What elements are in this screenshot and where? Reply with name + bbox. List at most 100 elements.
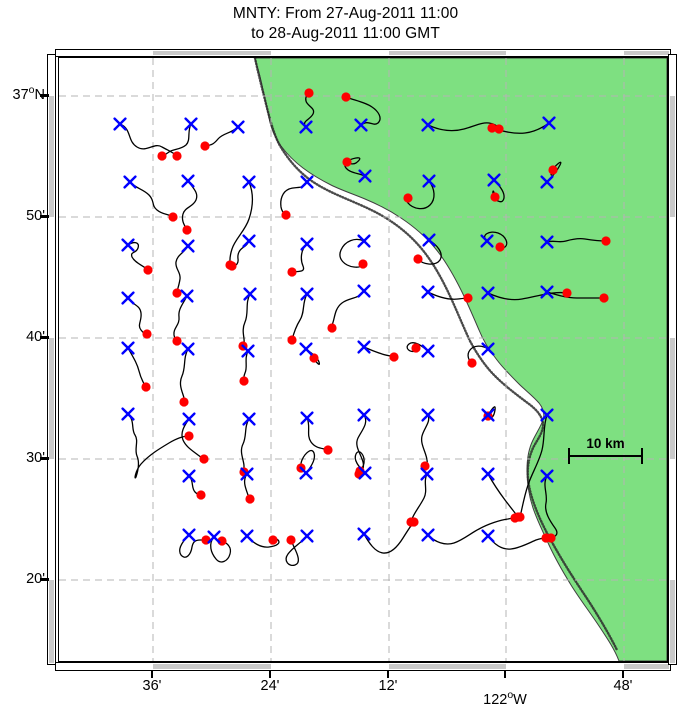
scale-bar-cap-left [568, 448, 570, 464]
trajectory-track [240, 418, 250, 473]
trajectory-end-marker [239, 376, 249, 386]
trajectory-start-marker [422, 174, 436, 188]
title-line-1: MNTY: From 27-Aug-2011 11:00 [232, 5, 459, 22]
trajectory-end-marker [196, 490, 206, 500]
x-axis-tick [621, 671, 625, 678]
trajectory-start-marker [480, 234, 494, 248]
trajectory-track [544, 475, 558, 539]
trajectory-start-marker [181, 239, 195, 253]
trajectory-track [242, 293, 251, 347]
trajectory-end-marker [409, 517, 419, 527]
trajectory-end-marker [281, 210, 291, 220]
trajectory-end-marker [143, 265, 153, 275]
axis-tick-band [153, 50, 271, 55]
trajectory-end-marker [341, 92, 351, 102]
axis-rail-left [47, 54, 56, 665]
trajectory-start-marker [357, 284, 371, 298]
trajectory-start-marker [123, 175, 137, 189]
trajectory-start-marker [182, 528, 196, 542]
trajectory-start-marker [421, 285, 435, 299]
axis-tick-band [624, 50, 669, 55]
trajectory-track [179, 348, 189, 403]
x-axis-tick-label: 24' [260, 678, 280, 694]
trajectory-end-marker [172, 288, 182, 298]
y-axis-labels: 37oN 50' 40' 30' 20' [0, 0, 45, 710]
trajectory-start-marker [182, 469, 196, 483]
y-axis-tick [40, 457, 49, 460]
y-axis-tick [40, 94, 49, 97]
y-axis-tick-label: 37oN [12, 84, 45, 103]
trajectory-start-marker [300, 175, 314, 189]
trajectory-start-marker [357, 408, 371, 422]
trajectory-end-marker [413, 254, 423, 264]
page-title: MNTY: From 27-Aug-2011 11:00 to 28-Aug-2… [0, 4, 691, 44]
trajectory-start-marker [300, 237, 314, 251]
trajectory-end-marker [287, 267, 297, 277]
axis-tick-band [389, 50, 506, 55]
trajectory-start-marker [420, 467, 434, 481]
trajectory-end-marker [268, 535, 278, 545]
trajectory-end-marker [199, 454, 209, 464]
axis-tick-band [49, 580, 54, 663]
scale-bar-cap-right [641, 448, 643, 464]
x-axis-tick-label: 48' [613, 678, 633, 694]
axis-rail-top [55, 48, 671, 57]
axis-tick-band [670, 580, 675, 663]
trajectory-end-marker [168, 212, 178, 222]
trajectory-start-marker [121, 407, 135, 421]
trajectory-start-marker [540, 285, 554, 299]
trajectory-end-marker [184, 431, 194, 441]
trajectory-end-marker [286, 535, 296, 545]
scale-bar-line [568, 455, 643, 457]
trajectory-end-marker [601, 236, 611, 246]
trajectory-end-marker [599, 293, 609, 303]
trajectory-start-marker [299, 120, 313, 134]
y-axis-tick-label: 30' [26, 450, 45, 466]
x-axis-tick-label: 36' [142, 678, 162, 694]
trajectory-track [229, 181, 254, 266]
trajectory-start-marker [182, 412, 196, 426]
trajectory-start-marker [540, 469, 554, 483]
trajectory-track [363, 521, 415, 554]
trajectory-track [127, 297, 148, 335]
trajectory-start-marker [121, 291, 135, 305]
trajectory-end-marker [562, 288, 572, 298]
trajectory-start-marker [481, 529, 495, 543]
trajectory-start-marker [357, 234, 371, 248]
trajectory-track [127, 413, 190, 479]
trajectory-start-marker [481, 286, 495, 300]
trajectory-start-marker [481, 342, 495, 356]
trajectory-start-marker [421, 528, 435, 542]
trajectory-start-marker [184, 117, 198, 131]
trajectory-track [519, 414, 548, 518]
trajectory-start-marker [540, 175, 554, 189]
y-axis-tick [40, 336, 49, 339]
trajectory-end-marker [494, 124, 504, 134]
trajectory-start-marker [181, 174, 195, 188]
trajectory-track [127, 241, 149, 271]
trajectory-track [210, 536, 232, 563]
trajectory-track [420, 414, 430, 467]
trajectory-start-marker [299, 466, 313, 480]
trajectory-end-marker [323, 445, 333, 455]
trajectory-end-marker [403, 193, 413, 203]
trajectory-start-marker [354, 118, 368, 132]
trajectory-end-marker [389, 352, 399, 362]
x-axis-tick [268, 671, 272, 678]
trajectory-start-marker [241, 344, 255, 358]
scale-bar-label: 10 km [586, 436, 625, 451]
coastline-stipple [253, 58, 619, 652]
trajectory-track [344, 157, 366, 177]
trajectory-end-marker [327, 323, 337, 333]
trajectory-start-marker [481, 467, 495, 481]
y-axis-tick-label: 40' [26, 329, 45, 345]
trajectory-track [173, 295, 188, 342]
trajectory-start-marker [180, 289, 194, 303]
trajectory-track [181, 180, 198, 231]
trajectory-track [492, 179, 505, 203]
axis-rail-bottom [55, 662, 671, 671]
trajectory-track [345, 96, 381, 126]
trajectory-end-marker [304, 88, 314, 98]
trajectory-end-marker [490, 192, 500, 202]
